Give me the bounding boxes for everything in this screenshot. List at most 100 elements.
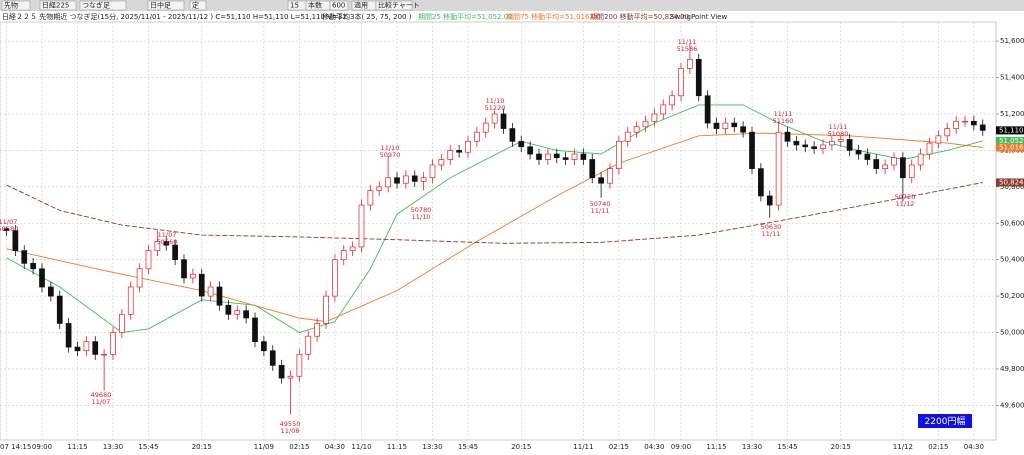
candle-body bbox=[713, 122, 720, 129]
toolbar-button[interactable] bbox=[39, 0, 77, 11]
candle-body bbox=[784, 131, 791, 142]
candle-body bbox=[287, 375, 294, 379]
x-tick-label: 04:30 bbox=[964, 443, 984, 451]
toolbar-label[interactable]: 先物 bbox=[4, 1, 18, 10]
toolbar-button[interactable] bbox=[79, 0, 127, 11]
candle-body bbox=[56, 295, 63, 324]
toolbar-label[interactable]: 日経225 bbox=[42, 1, 69, 10]
swing-annotation: 11/07 bbox=[92, 398, 111, 406]
candle-body bbox=[39, 268, 45, 288]
candle-body bbox=[12, 230, 19, 251]
candle-body bbox=[900, 157, 906, 179]
last-value-box bbox=[996, 178, 1024, 187]
candle-body bbox=[74, 346, 81, 352]
chart-bg bbox=[0, 11, 1024, 455]
candle-body bbox=[908, 164, 915, 179]
swing-annotation: 51586 bbox=[677, 45, 698, 53]
swing-annotation: 11/11 bbox=[591, 207, 610, 215]
candle-body bbox=[749, 131, 755, 169]
candle-body bbox=[456, 150, 462, 153]
candle-body bbox=[669, 95, 675, 106]
candle-body bbox=[358, 204, 365, 248]
candle-body bbox=[536, 153, 542, 160]
candle-body bbox=[820, 144, 826, 149]
toolbar-label[interactable]: 比較チャート bbox=[378, 1, 420, 10]
swing-annotation: 11/10 bbox=[486, 97, 505, 105]
candle-body bbox=[269, 350, 276, 366]
candle-body bbox=[722, 122, 729, 129]
legend-entry: 期間75 移動平均=51,016.00 bbox=[506, 12, 601, 21]
toolbar-label[interactable]: 600 bbox=[332, 2, 345, 10]
last-value-label: 51,016 bbox=[999, 143, 1024, 151]
grid bbox=[0, 22, 996, 440]
toolbar-label[interactable]: 15 bbox=[290, 2, 299, 10]
candle-body bbox=[305, 335, 312, 355]
candle-body bbox=[3, 228, 10, 231]
candle-body bbox=[802, 144, 809, 148]
x-tick-label: 20:15 bbox=[831, 443, 851, 451]
x-tick-label: 11/12 bbox=[893, 443, 913, 451]
toolbar-button[interactable] bbox=[147, 0, 185, 11]
x-tick-label: 02:15 bbox=[289, 443, 309, 451]
y-tick-label: 51,200 bbox=[1000, 110, 1024, 118]
candle-body bbox=[198, 273, 205, 297]
candle-body bbox=[926, 142, 933, 155]
x-tick-label: 11:15 bbox=[67, 443, 87, 451]
candle-body bbox=[527, 146, 533, 155]
candle-body bbox=[607, 168, 613, 184]
candle-body bbox=[83, 341, 90, 352]
swing-annotation: 50970 bbox=[380, 151, 401, 159]
candle-body bbox=[243, 310, 249, 319]
swing-annotation: 51160 bbox=[773, 117, 794, 125]
candle-body bbox=[793, 140, 800, 146]
toolbar-button[interactable] bbox=[375, 0, 413, 11]
candle-body bbox=[829, 140, 835, 146]
candle-body bbox=[660, 104, 667, 115]
candle-body bbox=[447, 150, 454, 160]
y-tick-label: 50,400 bbox=[1000, 256, 1024, 264]
x-tick-label: 11/11 bbox=[573, 443, 593, 451]
candle-body bbox=[837, 139, 844, 142]
candle-body bbox=[695, 58, 702, 97]
candle-body bbox=[376, 186, 383, 191]
candle-body bbox=[766, 195, 773, 206]
toolbar-label[interactable]: 定 bbox=[192, 1, 199, 10]
candle-body bbox=[110, 332, 116, 355]
x-tick-label: 04:30 bbox=[325, 443, 345, 451]
candle-body bbox=[553, 153, 560, 159]
candle-body bbox=[21, 250, 28, 264]
y-tick-label: 49,800 bbox=[1000, 365, 1024, 373]
candle-body bbox=[278, 364, 285, 379]
toolbar-button[interactable] bbox=[329, 0, 349, 11]
candle-body bbox=[589, 159, 596, 179]
candle-body bbox=[429, 164, 436, 179]
swing-annotation: 50740 bbox=[590, 200, 611, 208]
toolbar-label[interactable]: 日中足 bbox=[150, 1, 171, 10]
swing-annotation: 11/10 bbox=[412, 213, 431, 221]
candle-body bbox=[225, 304, 232, 315]
x-tick-label: 20:15 bbox=[511, 443, 531, 451]
toolbar-label[interactable]: つなぎ足 bbox=[82, 1, 110, 10]
swing-annotation: 11/07 bbox=[158, 231, 177, 239]
annotations: 11/07505804968011/0711/07505604955011/08… bbox=[0, 38, 915, 435]
x-tick-label: 20:15 bbox=[192, 443, 212, 451]
swing-annotation: 49550 bbox=[280, 420, 301, 428]
candle-body bbox=[127, 286, 134, 315]
candle-body bbox=[518, 140, 525, 148]
toolbar-button[interactable] bbox=[1, 0, 31, 11]
range-box bbox=[918, 414, 972, 428]
candle-body bbox=[145, 250, 152, 270]
toolbar-label[interactable]: 本数 bbox=[308, 1, 322, 10]
candle-body bbox=[403, 175, 409, 184]
swing-annotation: 50630 bbox=[761, 223, 782, 231]
candle-body bbox=[154, 241, 161, 251]
toolbar-label[interactable]: 適用 bbox=[354, 1, 368, 10]
candle-body bbox=[545, 153, 551, 160]
y-tick-label: 49,600 bbox=[1000, 401, 1024, 409]
candle-body bbox=[678, 68, 684, 97]
x-tick-label: 11/10 bbox=[351, 443, 371, 451]
toolbar-button[interactable] bbox=[189, 0, 207, 11]
candle-body bbox=[882, 164, 888, 169]
y-tick-label: 51,600 bbox=[1000, 37, 1024, 45]
